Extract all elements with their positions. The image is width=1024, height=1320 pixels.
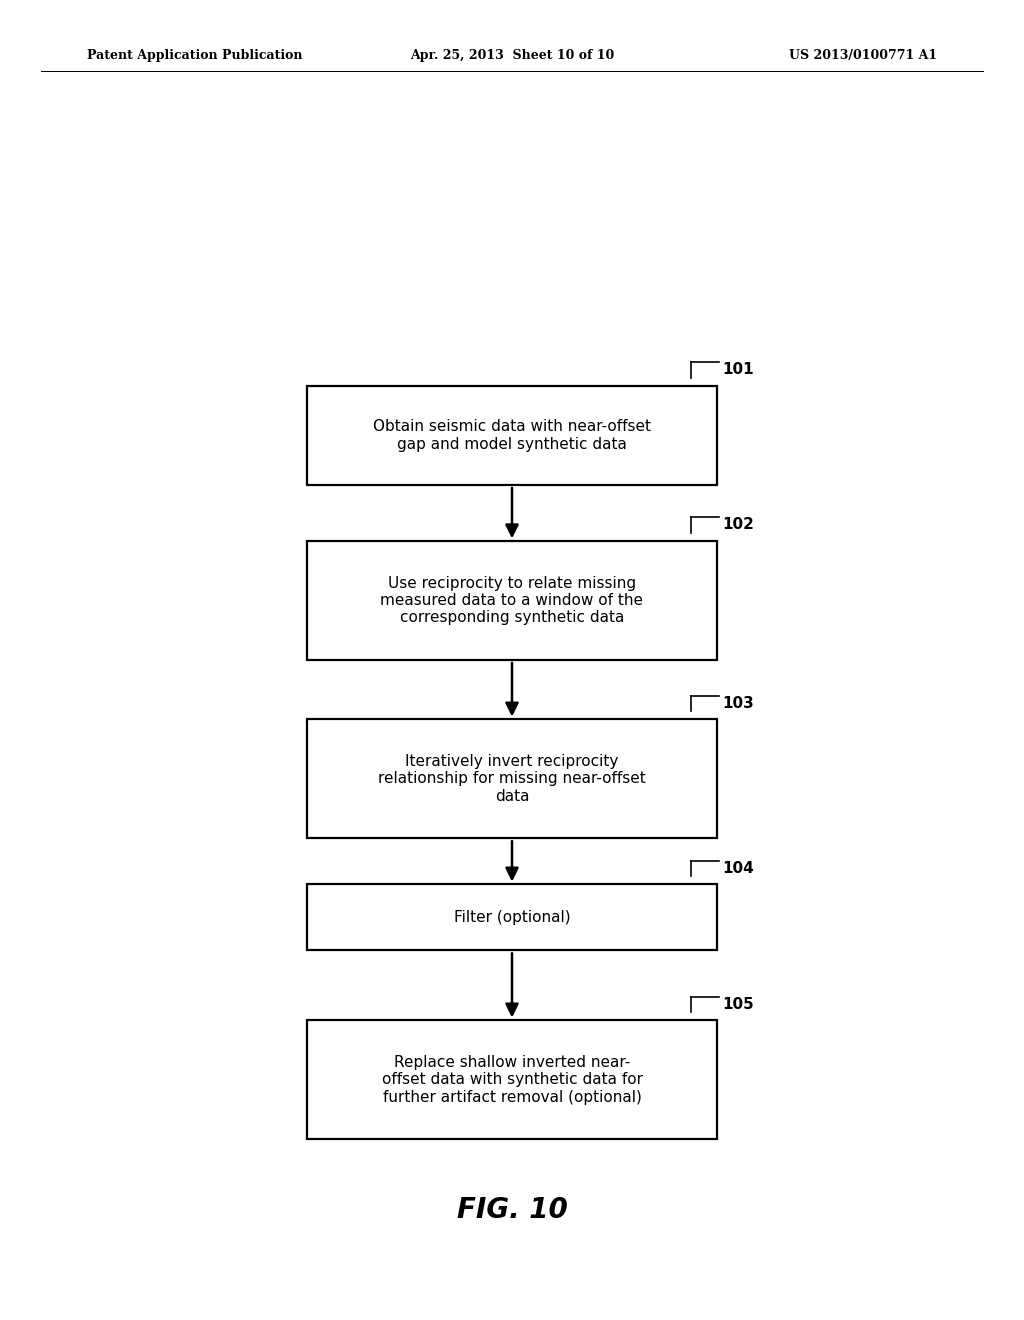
Text: Obtain seismic data with near-offset
gap and model synthetic data: Obtain seismic data with near-offset gap… <box>373 420 651 451</box>
Bar <box>307 385 717 484</box>
Text: Iteratively invert reciprocity
relationship for missing near-offset
data: Iteratively invert reciprocity relations… <box>378 754 646 804</box>
Text: US 2013/0100771 A1: US 2013/0100771 A1 <box>788 49 937 62</box>
Text: 102: 102 <box>722 517 754 532</box>
Text: Apr. 25, 2013  Sheet 10 of 10: Apr. 25, 2013 Sheet 10 of 10 <box>410 49 614 62</box>
Bar <box>307 541 717 660</box>
Text: Patent Application Publication: Patent Application Publication <box>87 49 302 62</box>
Bar <box>307 719 717 838</box>
Text: Filter (optional): Filter (optional) <box>454 909 570 925</box>
Bar <box>307 1020 717 1139</box>
Text: 105: 105 <box>722 997 754 1011</box>
Text: Use reciprocity to relate missing
measured data to a window of the
corresponding: Use reciprocity to relate missing measur… <box>381 576 643 626</box>
Text: 103: 103 <box>722 696 754 710</box>
Bar <box>307 884 717 950</box>
Text: 101: 101 <box>722 362 754 378</box>
Text: Replace shallow inverted near-
offset data with synthetic data for
further artif: Replace shallow inverted near- offset da… <box>382 1055 642 1105</box>
Text: 104: 104 <box>722 861 754 875</box>
Text: FIG. 10: FIG. 10 <box>457 1196 567 1225</box>
